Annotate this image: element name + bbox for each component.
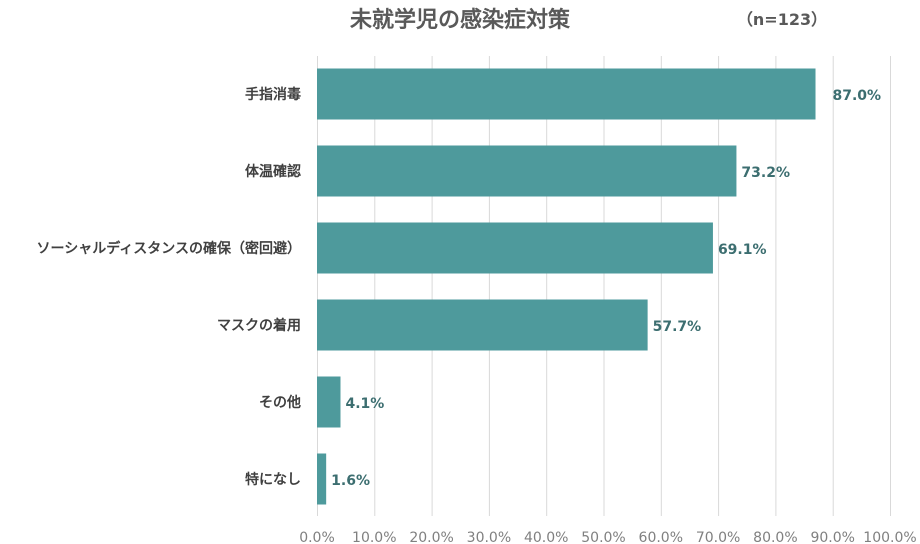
x-tick-label: 20.0%	[409, 530, 453, 544]
x-tick-label: 80.0%	[753, 530, 797, 544]
category-label: 特になし	[245, 471, 301, 488]
data-label: 73.2%	[741, 165, 790, 181]
data-label: 1.6%	[331, 473, 370, 489]
data-label: 57.7%	[653, 319, 702, 335]
x-tick-label: 50.0%	[581, 530, 625, 544]
category-label: その他	[259, 394, 301, 411]
bar	[317, 299, 648, 351]
category-label: 体温確認	[245, 163, 301, 180]
chart-title: 未就学児の感染症対策	[350, 7, 571, 33]
category-label: ソーシャルディスタンスの確保（密回避）	[37, 240, 301, 257]
data-label: 87.0%	[833, 88, 882, 104]
data-label: 69.1%	[718, 242, 767, 258]
x-tick-label: 60.0%	[639, 530, 683, 544]
x-tick-label: 100.0%	[863, 530, 916, 544]
data-label: 4.1%	[345, 396, 384, 412]
x-tick-label: 10.0%	[352, 530, 396, 544]
bar	[317, 145, 737, 197]
x-tick-label: 30.0%	[467, 530, 511, 544]
bar	[317, 376, 341, 428]
sample-size-note: （n=123）	[737, 10, 827, 29]
category-label: マスクの着用	[217, 317, 301, 334]
bar	[317, 68, 816, 120]
grid-layer	[317, 56, 891, 516]
bar	[317, 222, 713, 274]
category-label: 手指消毒	[245, 86, 301, 103]
bar-layer	[317, 68, 816, 505]
label-layer: 0.0% 10.0% 20.0% 30.0% 40.0% 50.0% 60.0% 70.0% 8…	[37, 86, 917, 544]
x-tick-label: 0.0%	[299, 530, 335, 544]
x-tick-label: 90.0%	[810, 530, 854, 544]
x-tick-label: 40.0%	[524, 530, 568, 544]
bar	[317, 453, 327, 505]
x-tick-label: 70.0%	[696, 530, 740, 544]
